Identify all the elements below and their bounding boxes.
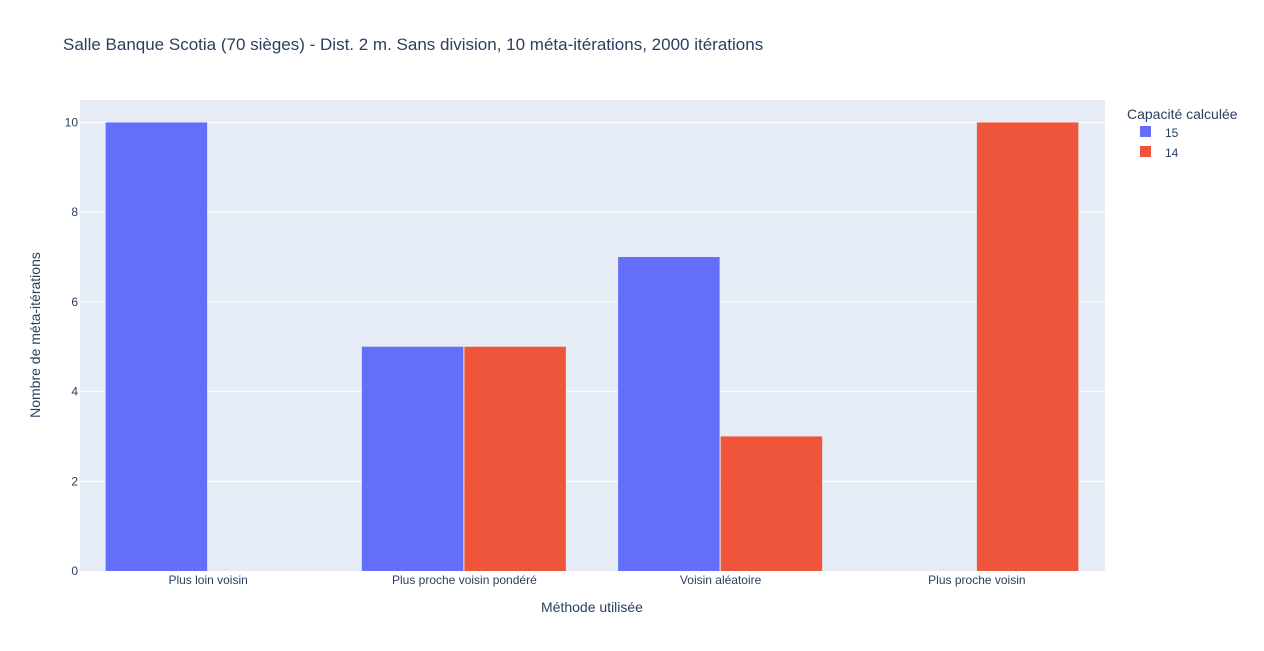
y-tick-label: 8	[71, 205, 78, 219]
legend[interactable]: Capacité calculée 15 14	[1127, 106, 1238, 160]
x-tick-labels: Plus loin voisin Plus proche voisin pondé…	[168, 573, 1025, 587]
y-axis-title: Nombre de méta-itérations	[27, 252, 43, 418]
legend-label-15[interactable]: 15	[1165, 126, 1179, 140]
bar-14-2[interactable]	[720, 436, 823, 571]
gridlines	[80, 121, 1105, 482]
bar-15-0[interactable]	[105, 122, 208, 571]
x-tick-label: Plus proche voisin pondéré	[392, 573, 537, 587]
bars	[105, 122, 1079, 571]
y-tick-label: 2	[71, 474, 78, 488]
chart-title: Salle Banque Scotia (70 sièges) - Dist. …	[63, 35, 763, 54]
x-tick-label: Plus loin voisin	[168, 573, 247, 587]
bar-15-1[interactable]	[361, 346, 464, 571]
legend-swatch-14[interactable]	[1140, 146, 1151, 157]
x-tick-label: Plus proche voisin	[928, 573, 1025, 587]
y-tick-label: 0	[71, 564, 78, 578]
x-tick-label: Voisin aléatoire	[680, 573, 762, 587]
legend-title: Capacité calculée	[1127, 106, 1238, 122]
bar-15-2[interactable]	[618, 257, 720, 571]
legend-label-14[interactable]: 14	[1165, 146, 1179, 160]
bar-14-1[interactable]	[464, 346, 566, 571]
plot-background	[80, 100, 1105, 571]
y-tick-label: 10	[65, 115, 79, 129]
y-tick-label: 4	[71, 385, 78, 399]
bar-14-3[interactable]	[976, 122, 1079, 571]
x-axis-title: Méthode utilisée	[541, 599, 643, 615]
y-tick-labels: 0 2 4 6 8 10	[65, 115, 79, 578]
legend-swatch-15[interactable]	[1140, 126, 1151, 137]
y-tick-label: 6	[71, 295, 78, 309]
